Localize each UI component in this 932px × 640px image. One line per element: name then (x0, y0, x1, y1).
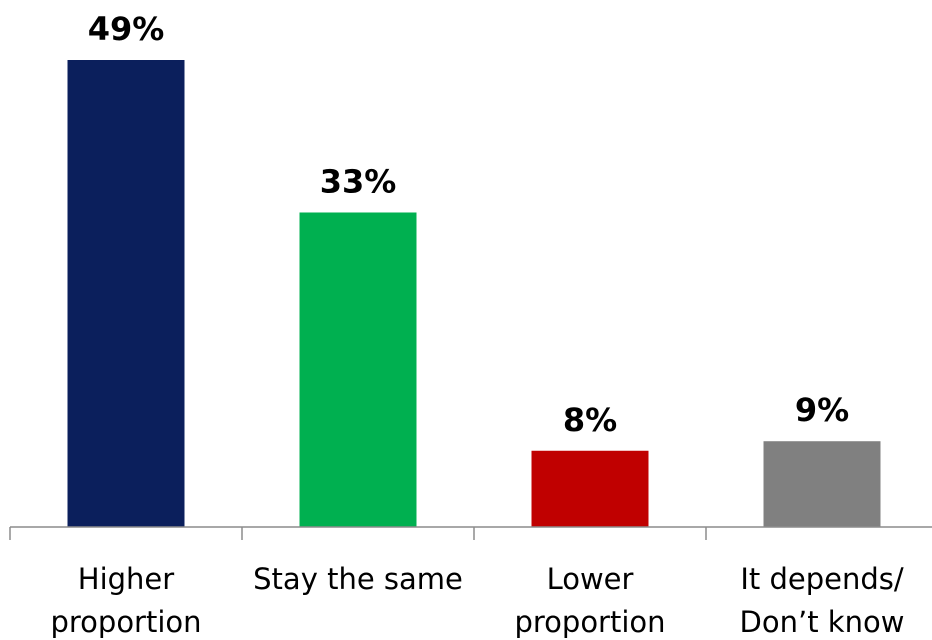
bar (531, 450, 649, 527)
bars-group (67, 60, 881, 527)
category-label: Lower proportion (514, 562, 665, 639)
category-label: Higher proportion (50, 562, 201, 639)
value-label: 9% (795, 391, 849, 429)
x-axis (9, 526, 932, 540)
category-label-line: proportion (514, 605, 665, 639)
category-label-line: proportion (50, 605, 201, 639)
bar (763, 441, 881, 527)
category-label-line: Lower (547, 562, 634, 596)
category-label: Stay the same (253, 562, 463, 596)
value-label: 8% (563, 401, 617, 439)
category-label: It depends/Don’t know (740, 562, 905, 639)
category-label-line: Higher (78, 562, 174, 596)
category-label-line: Stay the same (253, 562, 463, 596)
category-labels-group: Higher proportion Stay the same Lower propor… (50, 562, 904, 639)
value-labels-group: 49% 33% 8% 9% (88, 10, 849, 439)
bar (67, 60, 185, 527)
category-label-line: It depends/ (740, 562, 904, 596)
value-label: 49% (88, 10, 165, 48)
category-label-line: Don’t know (740, 605, 905, 639)
bar (299, 212, 417, 527)
value-label: 33% (320, 162, 397, 200)
